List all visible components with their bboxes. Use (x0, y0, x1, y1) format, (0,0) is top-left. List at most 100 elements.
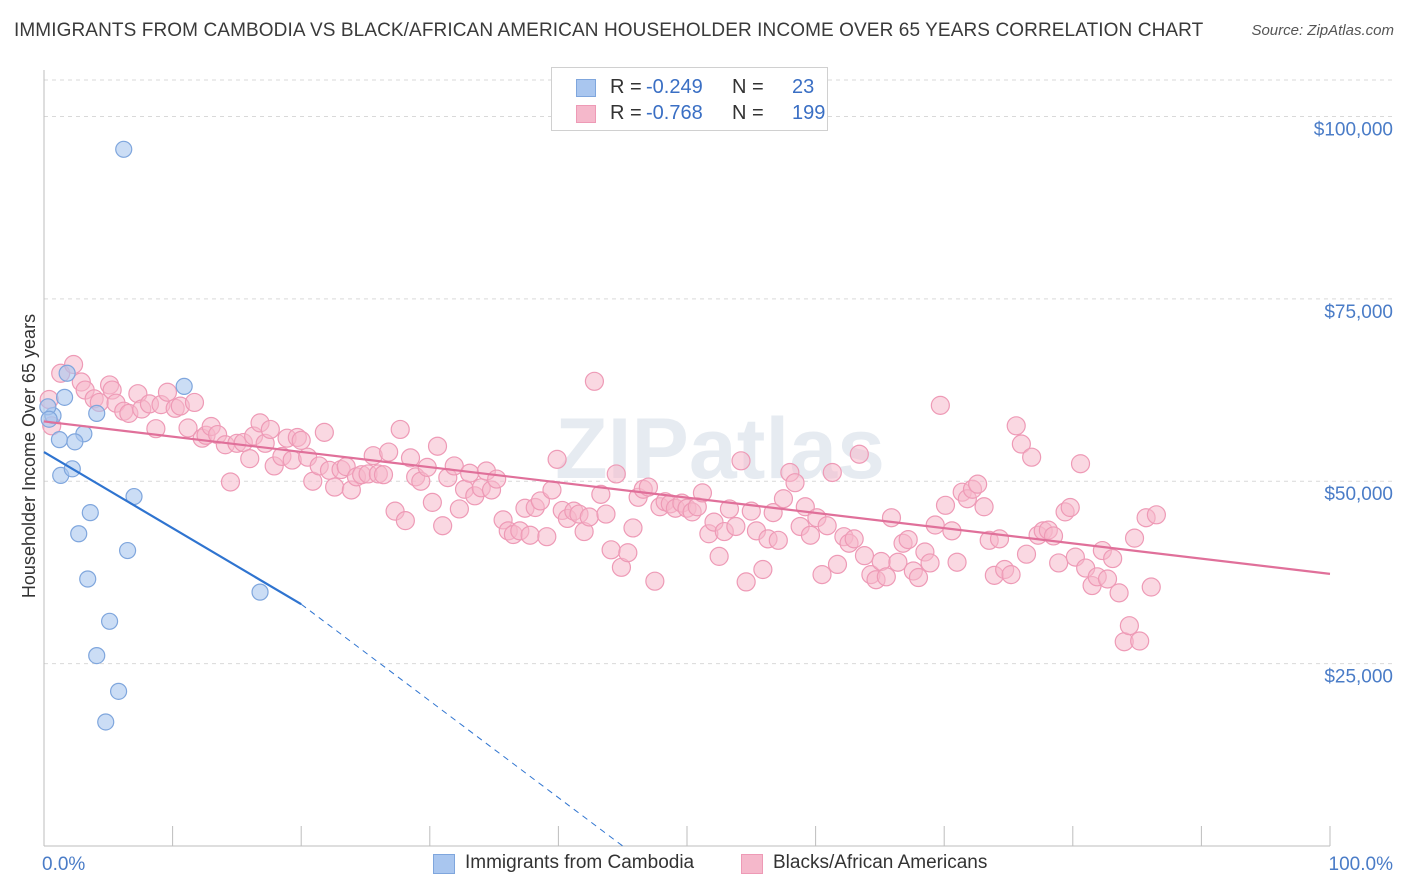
data-point-blacks (240, 449, 260, 469)
y-axis-label: Householder Income Over 65 years (19, 314, 39, 598)
data-point-blacks (719, 499, 740, 519)
data-point-blacks (542, 480, 562, 500)
data-point-blacks (1060, 497, 1080, 518)
data-point-blacks (379, 442, 399, 462)
data-point-blacks (827, 554, 848, 575)
legend-r-value: -0.249 (646, 76, 703, 98)
data-point-blacks (768, 530, 788, 550)
data-point-cambodia (88, 646, 106, 665)
data-point-cambodia (88, 404, 106, 422)
data-point-blacks (390, 419, 410, 440)
data-point-blacks (876, 567, 896, 587)
legend-n-label: N = (732, 102, 764, 124)
legend-swatch-cambodia (433, 854, 455, 874)
data-point-blacks (925, 515, 945, 535)
data-point-cambodia (55, 388, 74, 406)
data-point-blacks (596, 504, 616, 524)
data-point-blacks (1006, 416, 1026, 436)
legend-n-value: 199 (792, 102, 826, 124)
data-point-blacks (178, 418, 198, 438)
data-point-blacks (606, 464, 626, 484)
data-point-blacks (433, 516, 453, 536)
data-point-blacks (427, 436, 448, 456)
data-point-blacks (325, 477, 345, 497)
grid-lines (44, 79, 1392, 665)
data-point-blacks (800, 525, 821, 545)
data-point-blacks (1130, 631, 1150, 651)
axes: $25,000 $50,000 $75,000 $100,000 0.0% 100.0% (42, 70, 1393, 875)
data-point-blacks (726, 516, 746, 537)
data-point-blacks (618, 543, 638, 563)
data-point-blacks (920, 553, 940, 573)
x-tick-label: 100.0% (1329, 854, 1394, 875)
data-point-blacks (487, 469, 507, 489)
data-point-blacks (930, 395, 950, 415)
data-point-blacks (753, 559, 773, 580)
data-point-blacks (854, 546, 875, 566)
data-point-cambodia (118, 541, 137, 560)
data-point-blacks (520, 525, 540, 545)
trend-line-cambodia (43, 451, 302, 606)
data-point-blacks (898, 529, 918, 550)
data-point-blacks (1146, 505, 1166, 525)
watermark: ZIPatlas (555, 401, 885, 497)
data-point-blacks (260, 419, 280, 440)
data-point-cambodia (58, 364, 76, 382)
data-point-blacks (1109, 583, 1129, 603)
data-point-blacks (1103, 548, 1123, 569)
data-point-blacks (692, 483, 713, 503)
data-point-blacks (736, 572, 756, 592)
trend-line-cambodia-extrapolated (300, 603, 624, 847)
chart-title: IMMIGRANTS FROM CAMBODIA VS BLACK/AFRICA… (14, 20, 1204, 41)
data-point-blacks (812, 565, 832, 585)
data-point-blacks (968, 474, 988, 494)
data-point-blacks (1011, 434, 1031, 454)
legend-label-cambodia: Immigrants from Cambodia (465, 852, 695, 873)
data-point-blacks (817, 516, 837, 536)
data-point-blacks (645, 571, 665, 591)
data-point-blacks (400, 448, 421, 468)
data-point-blacks (1141, 577, 1161, 597)
data-point-blacks (1124, 528, 1145, 548)
data-point-cambodia (100, 612, 119, 630)
legend-r-label: R = (610, 76, 642, 98)
data-point-cambodia (70, 525, 88, 543)
data-point-blacks (974, 497, 994, 517)
data-point-blacks (291, 430, 311, 450)
data-point-blacks (888, 552, 908, 572)
x-tick-label: 0.0% (42, 854, 85, 875)
data-point-blacks (849, 444, 869, 464)
data-point-blacks (184, 392, 205, 413)
data-point-blacks (881, 508, 902, 528)
y-tick-label: $25,000 (1324, 667, 1393, 688)
data-point-cambodia (66, 433, 84, 451)
source-label: Source: ZipAtlas.com (1251, 22, 1394, 39)
legend-swatch-blacks (576, 105, 596, 123)
data-point-blacks (1016, 544, 1037, 564)
data-point-blacks (591, 484, 611, 504)
data-point-blacks (314, 422, 334, 442)
data-point-blacks (1049, 553, 1069, 573)
data-point-blacks (844, 529, 864, 549)
trend-lines (43, 420, 1331, 847)
data-point-blacks (623, 518, 643, 538)
data-point-blacks (601, 540, 621, 560)
data-point-cambodia (79, 570, 97, 588)
series-cambodia-points (39, 140, 269, 731)
legend-r-label: R = (610, 102, 642, 124)
data-point-blacks (422, 492, 442, 512)
legend-n-label: N = (732, 76, 764, 98)
data-point-blacks (220, 472, 241, 492)
data-point-blacks (773, 489, 794, 509)
data-point-blacks (935, 495, 956, 515)
data-point-blacks (1119, 616, 1139, 636)
data-point-blacks (584, 371, 605, 391)
data-point-blacks (395, 511, 415, 531)
data-point-blacks (822, 462, 842, 483)
data-point-blacks (547, 449, 567, 469)
data-point-blacks (785, 473, 805, 493)
data-point-cambodia (115, 140, 133, 158)
y-tick-label: $100,000 (1314, 119, 1393, 140)
series-blacks-points (39, 354, 1166, 652)
